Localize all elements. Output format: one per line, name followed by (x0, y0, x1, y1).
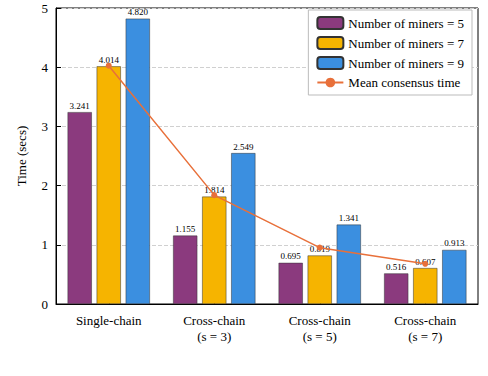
svg-text:4: 4 (42, 60, 49, 75)
svg-text:1.341: 1.341 (339, 213, 359, 223)
svg-text:2.549: 2.549 (233, 142, 254, 152)
svg-text:0.819: 0.819 (309, 244, 330, 254)
svg-text:4.014: 4.014 (98, 54, 119, 65)
svg-text:Cross-chain: Cross-chain (183, 313, 246, 328)
svg-text:0.516: 0.516 (386, 262, 407, 272)
svg-text:5: 5 (42, 1, 49, 16)
svg-text:(s = 3): (s = 3) (197, 329, 231, 344)
svg-text:1.155: 1.155 (175, 224, 196, 234)
svg-text:Cross-chain: Cross-chain (394, 313, 457, 328)
svg-text:Number of miners = 7: Number of miners = 7 (348, 36, 464, 51)
svg-text:Number of miners = 5: Number of miners = 5 (348, 16, 464, 31)
svg-text:0.695: 0.695 (281, 251, 302, 261)
svg-text:1: 1 (42, 237, 49, 252)
svg-text:(s = 5): (s = 5) (303, 329, 337, 344)
svg-text:0.913: 0.913 (444, 238, 465, 248)
svg-text:Number of miners = 9: Number of miners = 9 (348, 56, 464, 71)
svg-text:0.607: 0.607 (415, 257, 436, 267)
svg-text:Mean consensus time: Mean consensus time (348, 75, 460, 90)
svg-text:3.241: 3.241 (70, 101, 90, 111)
svg-text:2: 2 (42, 178, 49, 193)
svg-text:Single-chain: Single-chain (76, 313, 142, 328)
svg-text:3: 3 (42, 119, 49, 134)
svg-text:(s = 7): (s = 7) (408, 329, 442, 344)
svg-text:Time (secs): Time (secs) (14, 126, 29, 187)
svg-text:0: 0 (42, 297, 49, 312)
svg-text:4.820: 4.820 (128, 7, 149, 17)
svg-text:Cross-chain: Cross-chain (289, 313, 352, 328)
svg-text:1.814: 1.814 (204, 185, 225, 196)
